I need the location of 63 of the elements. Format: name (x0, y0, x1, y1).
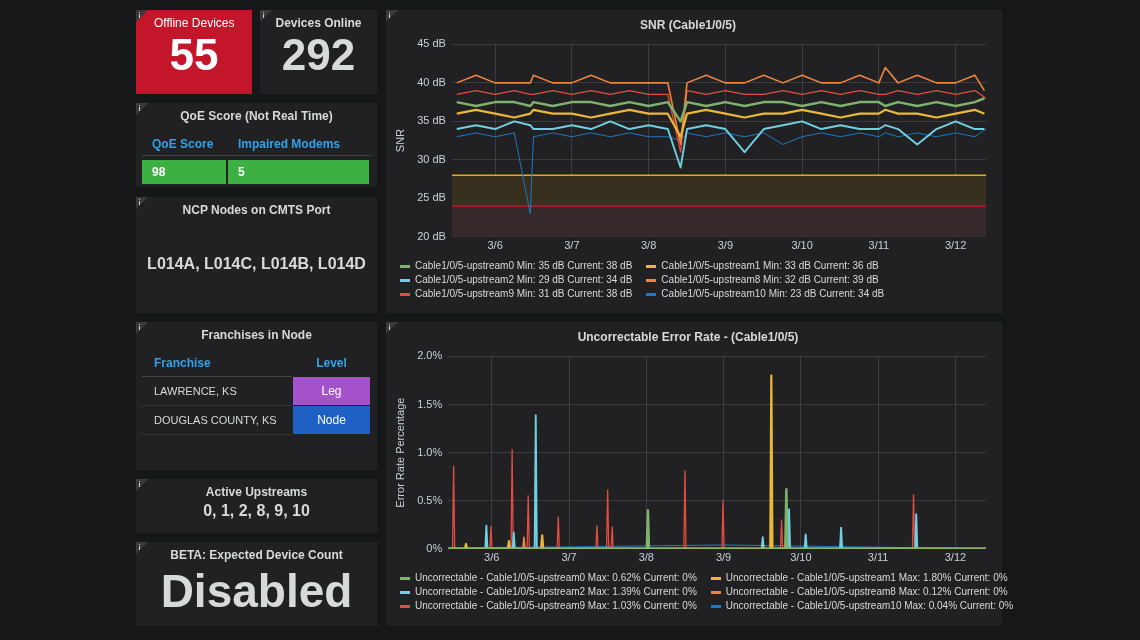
x-tick-label: 3/7 (561, 551, 577, 564)
x-tick-label: 3/11 (867, 551, 889, 564)
legend-label: Uncorrectable - Cable1/0/5-upstream2 Max: 1.39% Current: 0% (415, 586, 697, 597)
y-axis-title: Error Rate Percentage (393, 397, 406, 508)
legend-label: Cable1/0/5-upstream1 Min: 33 dB Current: 36 dB (661, 260, 879, 271)
x-tick-label: 3/8 (640, 239, 657, 252)
text: QoE Score (Not Real Time) (179, 109, 334, 123)
y-tick-label: 1.0% (417, 445, 443, 458)
y-tick-label: 40 dB (417, 75, 446, 88)
text: 5 (228, 160, 369, 184)
text: L014A, L014C, L014B, L014D (146, 255, 367, 273)
category-label: Franchise (153, 355, 212, 372)
text: 0, 1, 2, 8, 9, 10 (202, 502, 311, 520)
legend-label: Uncorrectable - Cable1/0/5-upstream9 Max: 1.03% Current: 0% (415, 600, 697, 611)
legend-label: Uncorrectable - Cable1/0/5-upstream1 Max: 1.80% Current: 0% (725, 572, 1008, 583)
text: 292 (280, 30, 357, 80)
x-tick-label: 3/10 (791, 239, 813, 252)
y-tick-label: 0% (426, 541, 443, 554)
text: Disabled (159, 564, 354, 618)
legend-label: Cable1/0/5-upstream0 Min: 35 dB Current: 38 dB (415, 260, 633, 271)
x-tick-label: 3/10 (790, 551, 812, 564)
category-label: QoE Score (142, 133, 228, 156)
text: Node (317, 413, 346, 427)
x-tick-label: 3/6 (484, 551, 500, 564)
x-tick-label: 3/12 (944, 239, 967, 252)
chart-title: SNR (Cable1/0/5) (639, 17, 737, 32)
x-tick-label: 3/11 (868, 239, 890, 252)
x-tick-label: 3/6 (487, 239, 503, 252)
y-tick-label: 25 dB (417, 191, 446, 204)
text: BETA: Expected Device Count (169, 548, 344, 562)
chart-title: Uncorrectable Error Rate - (Cable1/0/5) (577, 329, 799, 344)
y-tick-label: 2.0% (417, 349, 443, 362)
legend-label: Cable1/0/5-upstream10 Min: 23 dB Current: 34 dB (661, 288, 885, 299)
y-axis-title: SNR (393, 128, 406, 153)
legend-label: Uncorrectable - Cable1/0/5-upstream8 Max: 0.12% Current: 0% (725, 586, 1008, 597)
y-tick-label: 45 dB (417, 37, 446, 50)
legend-label: Cable1/0/5-upstream8 Min: 32 dB Current: 39 dB (661, 274, 879, 285)
x-tick-label: 3/8 (638, 551, 654, 564)
x-tick-label: 3/12 (944, 551, 967, 564)
text: Franchises in Node (200, 328, 313, 342)
y-tick-label: 35 dB (417, 114, 446, 127)
y-tick-label: 0.5% (417, 493, 443, 506)
text: 55 (168, 30, 220, 80)
x-tick-label: 3/9 (715, 551, 732, 564)
y-tick-label: 30 dB (417, 152, 446, 165)
text: NCP Nodes on CMTS Port (181, 203, 332, 217)
legend-label: Cable1/0/5-upstream9 Min: 31 dB Current: 38 dB (415, 288, 633, 299)
text: Leg (321, 384, 342, 398)
category-label: Level (315, 355, 348, 372)
category-label: DOUGLAS COUNTY, KS (154, 414, 277, 426)
text: 98 (142, 160, 226, 184)
x-tick-label: 3/9 (717, 239, 734, 252)
legend-label: Uncorrectable - Cable1/0/5-upstream10 Max: 0.04% Current: 0% (725, 600, 1014, 611)
legend-label: Cable1/0/5-upstream2 Min: 29 dB Current: 34 dB (415, 274, 633, 285)
text: Devices Online (274, 16, 363, 30)
text: Offline Devices (154, 16, 236, 30)
y-tick-label: 1.5% (417, 397, 443, 410)
y-tick-label: 20 dB (417, 229, 446, 242)
category-label: LAWRENCE, KS (154, 385, 237, 397)
category-label: Impaired Modems (228, 133, 371, 156)
text: Active Upstreams (204, 485, 309, 499)
legend-label: Uncorrectable - Cable1/0/5-upstream0 Max: 0.62% Current: 0% (415, 572, 697, 583)
x-tick-label: 3/7 (564, 239, 580, 252)
